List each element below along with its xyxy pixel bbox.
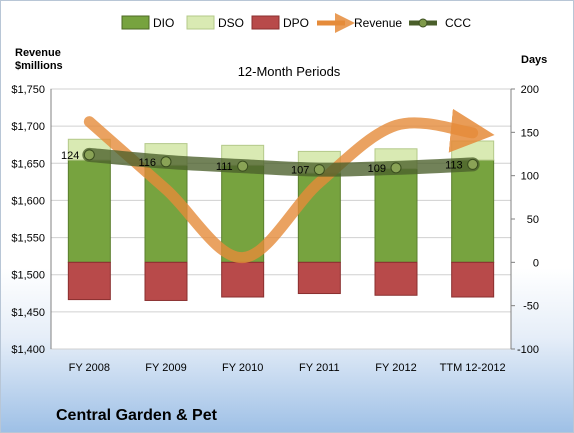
left-tick-label: $1,700 [11,121,45,133]
right-axis-label: Days [521,54,547,66]
legend: DIO DSO DPO Revenue CCC [121,13,471,33]
legend-dio-swatch [121,15,150,30]
revenue-line [83,108,495,264]
dpo-bar [67,261,111,301]
ccc-data-label: 124 [61,150,79,162]
left-tick-label: $1,550 [11,233,45,245]
chart-title: 12-Month Periods [238,64,341,79]
company-name: Central Garden & Pet [56,407,217,424]
left-axis-label-line2: $millions [15,60,63,72]
category-label: FY 2009 [145,362,186,374]
category-label: TTM 12-2012 [440,362,506,374]
dpo-bar [144,261,188,301]
ccc-marker [83,149,95,161]
category-label: FY 2008 [69,362,110,374]
left-tick-label: $1,400 [11,344,45,356]
ccc-marker [467,158,479,170]
right-tick-label: 100 [521,171,539,183]
legend-dpo-swatch [251,15,280,30]
right-tick-label: 50 [527,214,539,226]
left-tick-label: $1,500 [11,270,45,282]
dio-bar [374,168,418,263]
ccc-data-label: 116 [138,157,156,169]
dpo-bar [374,261,418,296]
ccc-data-label: 113 [445,159,463,171]
ccc-marker [313,164,325,176]
left-axis-label-line1: Revenue [15,47,61,59]
category-label: FY 2010 [222,362,263,374]
legend-ccc-marker [418,18,428,28]
left-tick-label: $1,750 [11,84,45,96]
dpo-bar [221,261,265,298]
dio-bar [451,159,495,263]
right-tick-label: -100 [517,344,539,356]
right-tick-label: -50 [523,301,539,313]
dpo-bar [297,261,341,295]
plot-area [50,88,512,350]
category-label: FY 2012 [375,362,416,374]
left-tick-label: $1,450 [11,307,45,319]
ccc-marker [237,160,249,172]
ccc-marker [390,162,402,174]
ccc-line [82,147,480,177]
category-label: FY 2011 [299,362,340,374]
ccc-data-label: 109 [368,163,386,175]
right-tick-label: 200 [521,84,539,96]
right-tick-label: 0 [533,257,539,269]
ccc-marker [160,156,172,168]
legend-dso-label: DSO [218,16,244,30]
left-tick-label: $1,650 [11,158,45,170]
dio-bar [67,159,111,263]
legend-dso-swatch [186,15,215,30]
legend-ccc-label: CCC [445,16,471,30]
legend-dio-label: DIO [153,16,174,30]
dso-bar [451,140,495,161]
legend-dpo-label: DPO [283,16,309,30]
left-tick-label: $1,600 [11,195,45,207]
ccc-data-label: 111 [216,161,233,173]
right-tick-label: 150 [521,127,539,139]
dpo-bar [451,261,495,298]
ccc-data-label: 107 [291,165,309,177]
legend-revenue-label: Revenue [354,16,402,30]
